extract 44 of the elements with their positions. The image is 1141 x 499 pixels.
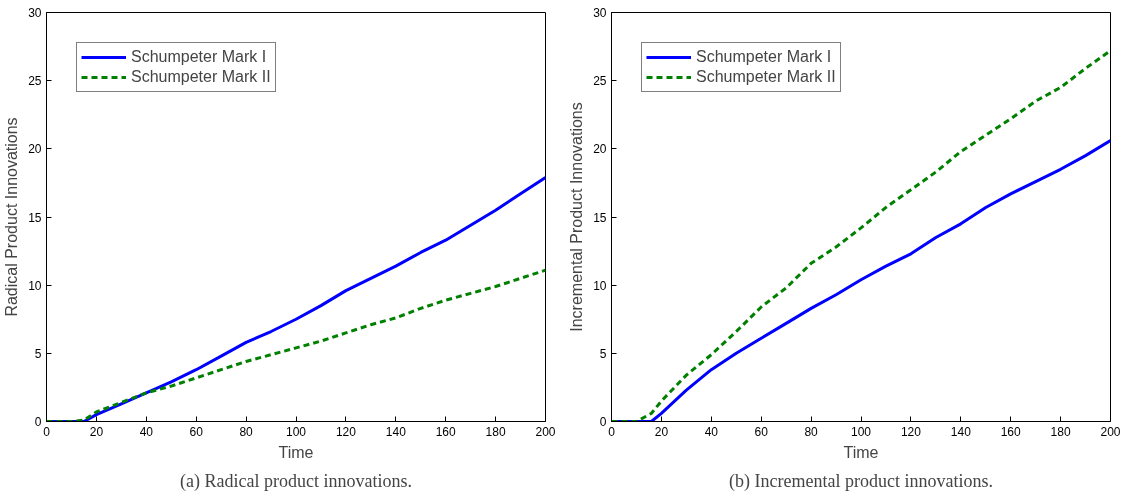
- y-tick-label: 0: [599, 415, 607, 429]
- y-tick-label: 15: [28, 210, 42, 225]
- x-tick-label: 40: [139, 424, 154, 439]
- legend-label: Schumpeter Mark II: [131, 68, 271, 86]
- y-tick-label: 0: [34, 415, 42, 429]
- x-tick-label: 200: [1100, 424, 1121, 439]
- x-tick-label: 200: [535, 424, 556, 439]
- legend-label: Schumpeter Mark I: [131, 48, 267, 66]
- x-tick-label: 40: [704, 424, 719, 439]
- x-tick-label: 160: [1000, 424, 1022, 439]
- x-tick-label: 120: [900, 424, 922, 439]
- x-tick-label: 80: [239, 424, 254, 439]
- text: (b) Incremental product innovations.: [729, 470, 993, 492]
- y-tick-label: 5: [599, 346, 607, 361]
- x-tick-label: 20: [654, 424, 669, 439]
- x-tick-label: 180: [485, 424, 506, 439]
- y-tick-label: 25: [28, 74, 42, 89]
- y-tick-label: 20: [28, 142, 42, 157]
- x-tick-label: 180: [1050, 424, 1071, 439]
- x-axis-title: Time: [843, 443, 879, 461]
- y-tick-label: 10: [28, 278, 42, 293]
- x-tick-label: 140: [950, 424, 972, 439]
- y-axis-title: Incremental Product Innovations: [568, 102, 586, 332]
- x-tick-label: 140: [385, 424, 407, 439]
- text: (a) Radical product innovations.: [180, 470, 412, 492]
- x-tick-label: 60: [754, 424, 769, 439]
- y-axis-title: Radical Product Innovations: [3, 117, 21, 317]
- legend-label: Schumpeter Mark I: [696, 48, 832, 66]
- x-tick-label: 160: [435, 424, 457, 439]
- y-tick-label: 5: [34, 346, 42, 361]
- y-tick-label: 30: [28, 6, 42, 20]
- y-tick-label: 20: [593, 142, 607, 157]
- x-tick-label: 100: [850, 424, 872, 439]
- x-tick-label: 80: [804, 424, 819, 439]
- legend-label: Schumpeter Mark II: [696, 68, 836, 86]
- y-tick-label: 15: [593, 210, 607, 225]
- x-tick-label: 100: [285, 424, 307, 439]
- y-tick-label: 30: [593, 6, 607, 20]
- x-tick-label: 60: [189, 424, 204, 439]
- x-axis-title: Time: [278, 443, 314, 461]
- x-tick-label: 20: [89, 424, 104, 439]
- x-tick-label: 120: [335, 424, 357, 439]
- y-tick-label: 10: [593, 278, 607, 293]
- y-tick-label: 25: [593, 74, 607, 89]
